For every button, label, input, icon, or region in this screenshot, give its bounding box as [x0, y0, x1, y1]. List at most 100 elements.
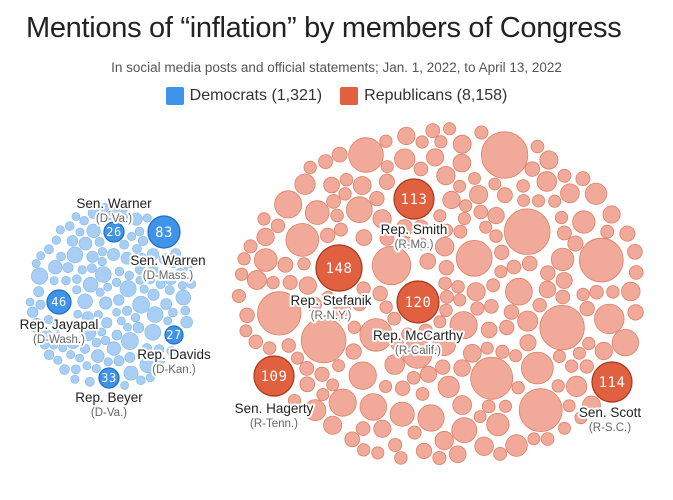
democrat-member-bubble	[49, 340, 59, 350]
republican-member-bubble	[355, 229, 373, 246]
republican-member-bubble	[494, 265, 508, 279]
democrat-member-bubble	[148, 261, 159, 272]
democrat-member-bubble	[146, 306, 164, 323]
democrat-member-bubble	[33, 286, 45, 298]
republican-member-bubble	[562, 399, 576, 413]
republican-member-bubble	[294, 173, 316, 195]
republican-member-bubble	[326, 194, 341, 209]
republican-member-bubble	[453, 179, 467, 193]
democrat-member-bubble	[62, 320, 72, 330]
republican-member-bubble	[621, 281, 641, 302]
label-rep-stefanik: Rep. Stefanik	[290, 293, 371, 308]
republican-member-bubble	[380, 160, 394, 174]
democrat-member-bubble	[66, 235, 79, 247]
republican-member-bubble	[256, 227, 275, 247]
republican-member-bubble	[388, 437, 403, 452]
democrat-member-bubble	[175, 289, 192, 306]
chart-title: Mentions of “inflation” by members of Co…	[26, 12, 622, 44]
republican-member-bubble	[299, 376, 316, 393]
democrat-member-bubble	[48, 260, 63, 275]
republican-member-bubble	[306, 296, 322, 313]
democrat-member-bubble	[146, 248, 160, 261]
republican-member-bubble	[572, 210, 596, 234]
republican-member-bubble	[239, 324, 253, 338]
republican-member-bubble	[539, 150, 559, 170]
label-state-sen-scott: (R-S.C.)	[589, 422, 631, 434]
democrat-member-bubble	[180, 305, 191, 316]
republican-member-bubble	[555, 272, 573, 289]
republican-member-bubble	[584, 182, 608, 205]
democrat-member-bubble	[91, 349, 105, 363]
republican-member-bubble	[443, 122, 457, 136]
republican-member-bubble	[452, 134, 472, 154]
democrat-member-bubble	[139, 356, 157, 374]
republican-member-bubble	[582, 395, 601, 415]
republican-member-bubble	[438, 276, 452, 291]
democrat-member-bubble	[71, 212, 81, 221]
democrat-member-bubble	[160, 298, 172, 310]
republican-member-bubble	[401, 327, 415, 341]
background-bubbles	[25, 122, 644, 465]
republican-member-bubble	[530, 139, 545, 154]
republican-member-bubble	[418, 323, 433, 338]
republican-member-bubble	[297, 257, 311, 271]
republican-member-bubble	[451, 280, 465, 294]
republican-member-bubble	[348, 361, 377, 390]
republican-member-bubble	[419, 365, 437, 383]
democrat-member-bubble	[75, 353, 84, 363]
democrat-member-bubble	[78, 236, 93, 251]
democrat-member-bubble	[153, 344, 165, 355]
republican-member-bubble	[394, 451, 408, 465]
republican-member-bubble	[532, 194, 546, 208]
republican-member-bubble	[459, 199, 473, 213]
republican-member-bubble	[594, 303, 625, 335]
republican-member-bubble	[371, 245, 412, 286]
democrat-member-bubble	[120, 251, 134, 265]
democrat-member-bubble	[155, 279, 166, 289]
democrat-member-bubble	[59, 364, 70, 375]
bubble-sen-warner	[103, 221, 125, 243]
republican-member-bubble	[627, 244, 643, 260]
democrat-member-bubble	[144, 323, 162, 341]
republican-member-bubble	[379, 379, 393, 393]
republican-member-bubble	[344, 431, 361, 448]
democrat-member-bubble	[132, 321, 145, 334]
republican-member-bubble	[487, 207, 505, 225]
republican-member-bubble	[282, 274, 298, 290]
republican-member-bubble	[520, 351, 554, 385]
highlighted-labels: Sen. Warren (D-Mass.) Sen. Warner (D-Va.) Re…	[18, 194, 644, 436]
democrat-member-bubble	[43, 349, 55, 360]
republican-member-bubble	[372, 285, 388, 302]
republican-member-bubble	[486, 278, 501, 293]
republican-member-bubble	[439, 223, 453, 237]
republican-member-bubble	[493, 446, 508, 461]
republican-member-bubble	[290, 351, 304, 365]
democrat-member-bubble	[111, 329, 123, 341]
republican-member-bubble	[436, 166, 456, 186]
democrat-member-bubble	[112, 307, 121, 317]
republican-member-bubble	[484, 299, 499, 314]
democrat-member-bubble	[66, 350, 76, 360]
democrat-member-bubble	[134, 226, 145, 237]
democrat-member-bubble	[91, 364, 101, 373]
democrat-member-bubble	[62, 262, 74, 273]
republican-member-bubble	[453, 293, 467, 307]
republican-member-bubble	[321, 290, 335, 304]
bubble-rep-jayapal	[46, 289, 72, 315]
democrat-member-bubble	[75, 227, 85, 237]
democrat-member-bubble	[79, 323, 97, 341]
republican-member-bubble	[406, 370, 421, 385]
bubble-rep-beyer	[98, 367, 120, 389]
democrat-member-bubble	[77, 293, 93, 309]
democrat-member-bubble	[123, 365, 139, 381]
republican-member-bubble	[304, 200, 330, 225]
republican-member-bubble	[415, 442, 433, 459]
democrat-member-bubble	[51, 321, 62, 332]
republican-member-bubble	[434, 430, 454, 451]
republican-member-bubble	[606, 285, 620, 299]
republican-member-bubble	[519, 334, 537, 352]
republican-member-bubble	[442, 190, 461, 210]
republican-member-bubble	[578, 237, 624, 283]
democrat-member-bubble	[103, 282, 112, 292]
